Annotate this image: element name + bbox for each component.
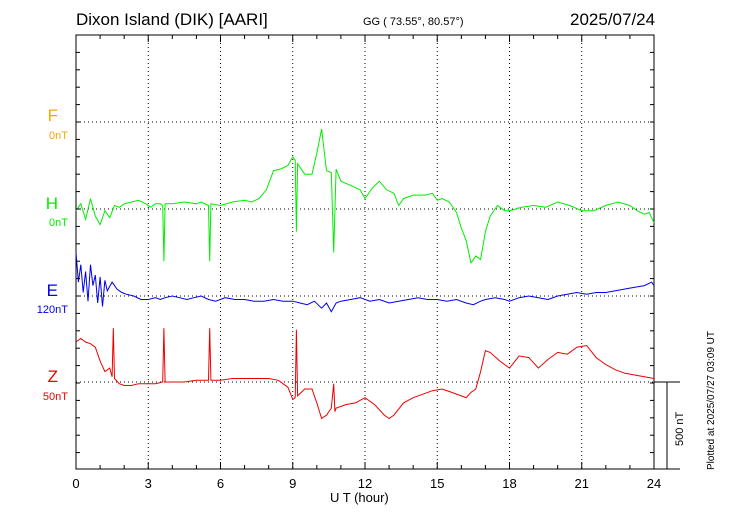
plot-date: 2025/07/24: [570, 10, 656, 29]
series-line-z: [75, 328, 655, 420]
scale-bar-label: 500 nT: [674, 411, 686, 446]
series-label-e: E: [46, 281, 58, 300]
series-offset-e: 120nT: [36, 304, 68, 316]
series-label-h: H: [45, 194, 58, 213]
series-line-e: [75, 252, 655, 313]
x-tick-label: 18: [502, 476, 516, 491]
x-tick-label: 24: [647, 476, 661, 491]
x-tick-label: 0: [72, 476, 79, 491]
x-tick-label: 12: [358, 476, 372, 491]
series-line-h: [75, 128, 655, 265]
series-offset-h: 0nT: [49, 217, 68, 229]
series-label-f: F: [47, 106, 58, 125]
x-tick-label: 15: [430, 476, 444, 491]
station-coords: GG ( 73.55°, 80.57°): [363, 16, 464, 28]
series-label-z: Z: [47, 367, 58, 386]
station-title: Dixon Island (DIK) [AARI]: [76, 10, 268, 29]
x-axis-label: U T (hour): [330, 490, 389, 505]
x-tick-label: 21: [575, 476, 589, 491]
x-tick-label: 3: [145, 476, 152, 491]
x-tick-label: 6: [217, 476, 224, 491]
plotted-timestamp: Plotted at 2025/07/27 03:09 UT: [706, 331, 717, 470]
x-tick-label: 9: [289, 476, 296, 491]
series-offset-f: 0nT: [49, 130, 68, 142]
series-offset-z: 50nT: [42, 391, 68, 403]
